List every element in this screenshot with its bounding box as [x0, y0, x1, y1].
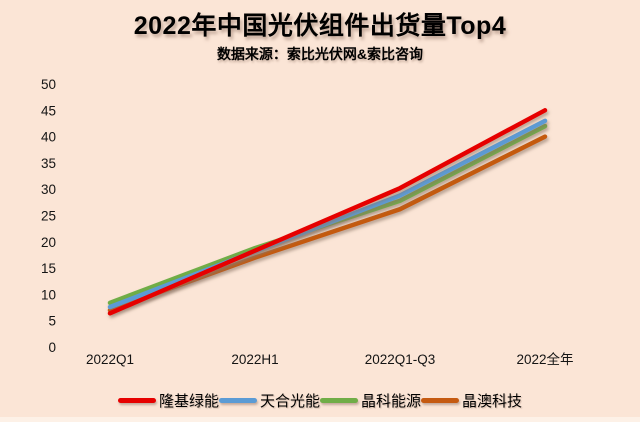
series-line-天合光能: [107, 118, 548, 310]
bottom-edge-strip: [0, 417, 640, 422]
chart-title: 2022年中国光伏组件出货量Top4: [133, 12, 507, 40]
legend-line-swatch: [320, 398, 358, 403]
legend-label: 晶澳科技: [462, 393, 523, 410]
y-axis-tick-label: 5: [48, 314, 56, 329]
y-axis-tick-label: 50: [41, 77, 56, 92]
legend-label: 隆基绿能: [158, 393, 219, 410]
legend-item: 隆基绿能: [117, 390, 219, 411]
x-axis-tick-label: 2022Q1: [86, 352, 134, 367]
series-line-隆基绿能: [107, 108, 548, 316]
y-axis: 0 5 10 15 20 25 30 35 40 45 50: [41, 77, 56, 355]
x-axis-tick-label: 2022Q1-Q3: [365, 352, 436, 367]
y-axis-tick-label: 25: [41, 209, 56, 224]
legend-item: 晶科能源: [320, 390, 421, 411]
chart-legend: 隆基绿能 天合光能 晶科能源 晶澳科技: [0, 390, 640, 411]
y-axis-tick-label: 0: [48, 340, 56, 355]
legend-label: 天合光能: [259, 393, 320, 410]
data-series-lines: [107, 108, 548, 316]
legend-line-swatch: [117, 398, 156, 403]
y-axis-tick-label: 10: [41, 287, 56, 302]
y-axis-tick-label: 20: [41, 235, 56, 250]
x-axis: 2022Q1 2022H1 2022Q1-Q3 2022全年: [86, 351, 574, 367]
x-axis-tick-label: 2022全年: [516, 351, 573, 367]
y-axis-tick-label: 40: [41, 130, 56, 145]
legend-label: 晶科能源: [361, 393, 422, 410]
y-axis-tick-label: 15: [41, 261, 56, 276]
legend-line-swatch: [218, 398, 257, 403]
x-axis-tick-label: 2022H1: [231, 352, 278, 367]
chart-subtitle: 数据来源：索比光伏网&索比咨询: [216, 45, 424, 62]
y-axis-tick-label: 45: [41, 103, 56, 118]
legend-item: 晶澳科技: [421, 390, 522, 411]
chart-header: 2022年中国光伏组件出货量Top4 数据来源：索比光伏网&索比咨询: [0, 12, 640, 64]
legend-item: 天合光能: [218, 390, 320, 411]
legend-line-swatch: [421, 398, 460, 403]
y-axis-tick-label: 35: [41, 156, 56, 171]
y-axis-tick-label: 30: [41, 182, 56, 197]
